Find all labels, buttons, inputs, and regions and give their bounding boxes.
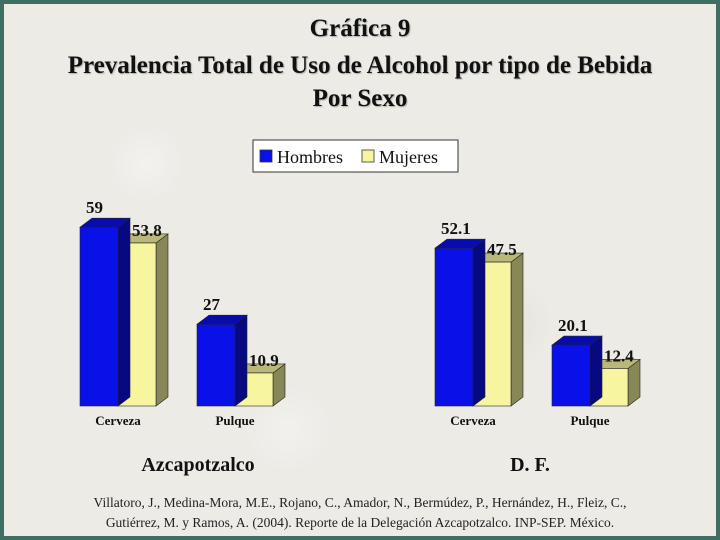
chart-title-line-1: Gráfica 9 <box>309 15 411 42</box>
citation-line-1: Villatoro, J., Medina-Mora, M.E., Rojano… <box>93 495 627 510</box>
bar-hombres-0-1-side <box>234 314 248 407</box>
data-label-hombres-0-1: 27 <box>203 295 221 314</box>
data-label-hombres-1-0: 52.1 <box>441 219 471 238</box>
bar-hombres-0-1 <box>196 323 236 407</box>
bar-hombres-1-0-side <box>472 238 486 407</box>
data-label-mujeres-1-1: 12.4 <box>604 346 634 365</box>
data-label-mujeres-0-0: 53.8 <box>132 221 162 240</box>
bar-hombres-1-0 <box>434 247 474 407</box>
bar-mujeres-0-0-side <box>155 233 169 407</box>
slide-background <box>4 4 716 536</box>
group-label-1: D. F. <box>510 454 550 476</box>
group-label-0: Azcapotzalco <box>141 454 254 476</box>
bar-mujeres-1-0-side <box>510 252 524 407</box>
bar-hombres-1-1 <box>551 344 591 407</box>
x-tick-label-1-1: Pulque <box>570 413 609 428</box>
chart-title-line-2: Prevalencia Total de Uso de Alcohol por … <box>67 52 653 79</box>
x-tick-label-0-0: Cerveza <box>95 413 141 428</box>
legend-swatch-hombres <box>259 149 273 163</box>
bar-hombres-0-0-side <box>117 217 131 407</box>
x-tick-label-0-1: Pulque <box>215 413 254 428</box>
bar-hombres-0-0 <box>79 226 119 407</box>
legend-swatch-mujeres <box>361 149 375 163</box>
data-label-hombres-0-0: 59 <box>86 198 103 217</box>
data-label-hombres-1-1: 20.1 <box>558 316 588 335</box>
chart-title-line-3: Por Sexo <box>312 85 408 112</box>
x-tick-label-1-0: Cerveza <box>450 413 496 428</box>
bar-hombres-1-1-side <box>589 335 603 407</box>
data-label-mujeres-0-1: 10.9 <box>249 351 279 370</box>
legend-label-mujeres: Mujeres <box>379 147 438 167</box>
legend-box <box>252 139 459 173</box>
data-label-mujeres-1-0: 47.5 <box>487 240 517 259</box>
legend-label-hombres: Hombres <box>277 147 343 167</box>
citation-line-2: Gutiérrez, M. y Ramos, A. (2004). Report… <box>105 515 615 530</box>
